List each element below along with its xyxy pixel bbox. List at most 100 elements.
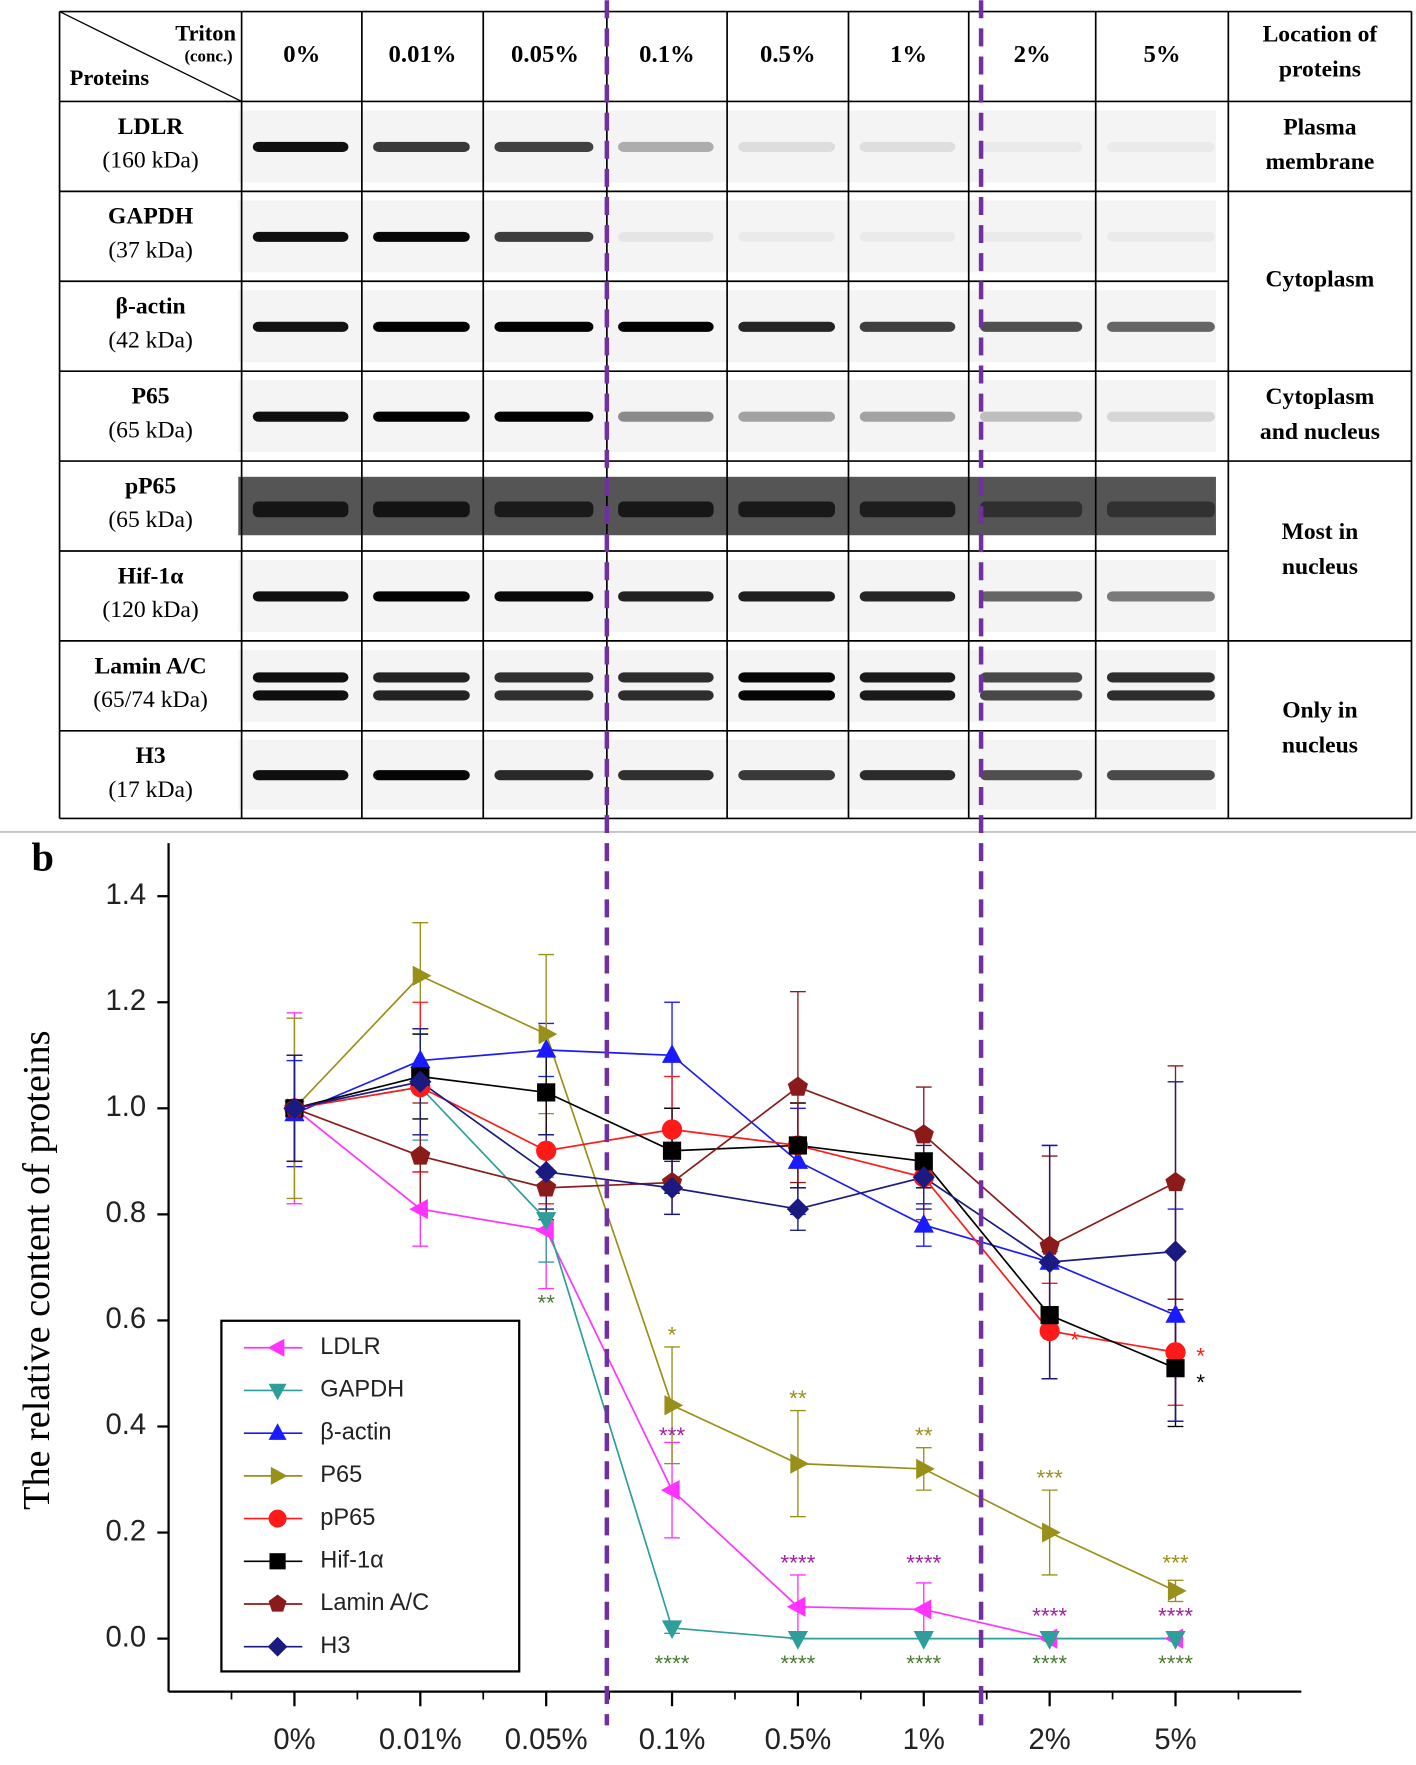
lane-header: 2%	[1014, 41, 1051, 68]
x-tick-label: 1%	[903, 1724, 945, 1756]
blot-band	[859, 591, 956, 602]
blot-band	[1106, 672, 1215, 683]
protein-size: (65 kDa)	[108, 417, 193, 443]
blot-band	[979, 141, 1083, 153]
marker	[1038, 1250, 1061, 1274]
blot-band	[859, 411, 956, 422]
significance-mark: **	[537, 1290, 555, 1315]
blot-band	[738, 501, 835, 518]
marker	[1164, 1240, 1187, 1263]
series-line	[294, 1075, 1176, 1369]
y-tick-label: 0.6	[105, 1303, 146, 1335]
blot-band	[494, 321, 594, 332]
lane-header: 0.1%	[639, 41, 695, 68]
blot-band	[618, 690, 714, 701]
legend-label: GAPDH	[320, 1377, 404, 1403]
protein-size: (17 kDa)	[108, 777, 193, 803]
significance-mark: ****	[1032, 1603, 1067, 1628]
protein-name: pP65	[125, 473, 176, 499]
lane-header: 0%	[283, 41, 320, 68]
blot-band	[738, 141, 835, 153]
blot-band	[979, 770, 1083, 781]
blot-band	[979, 591, 1083, 602]
marker	[1166, 1359, 1185, 1378]
blot-band	[1106, 411, 1215, 422]
significance-mark: ***	[659, 1423, 685, 1448]
blot-band	[618, 141, 714, 153]
marker	[536, 1140, 557, 1161]
x-tick-label: 0.01%	[379, 1724, 462, 1756]
blot-band	[494, 501, 594, 518]
significance-mark: *	[1070, 1328, 1079, 1353]
y-tick-label: 0.0	[105, 1621, 146, 1653]
blot-band	[373, 411, 470, 422]
legend-label: P65	[320, 1462, 362, 1488]
blot-band	[979, 411, 1083, 422]
marker	[660, 1176, 684, 1199]
marker	[786, 1197, 810, 1221]
blot-band	[252, 690, 349, 701]
marker	[912, 1166, 935, 1189]
blot-band	[252, 321, 349, 332]
lane-header: 0.01%	[389, 41, 457, 68]
corner-label: Triton	[175, 20, 236, 45]
significance-mark: **	[789, 1386, 807, 1411]
y-tick-label: 1.2	[105, 985, 146, 1017]
legend-label: LDLR	[320, 1334, 380, 1360]
legend-label: pP65	[320, 1505, 375, 1531]
significance-mark: *	[668, 1322, 677, 1347]
marker	[786, 1596, 806, 1617]
blot-band	[494, 141, 594, 153]
blot-band	[618, 591, 714, 602]
blot-band	[738, 321, 835, 332]
legend-label: β-actin	[320, 1419, 391, 1445]
marker	[913, 1213, 934, 1233]
location-label: nucleus	[1282, 733, 1358, 759]
marker	[412, 965, 432, 986]
marker	[283, 1097, 306, 1120]
marker	[268, 1594, 287, 1612]
series-line	[294, 1049, 1176, 1316]
blot-band	[979, 690, 1083, 701]
blot-band	[859, 231, 956, 242]
significance-mark: ****	[655, 1651, 690, 1676]
significance-mark: ****	[906, 1651, 941, 1676]
marker	[1167, 1580, 1187, 1602]
corner-diagonal	[59, 10, 242, 103]
blot-band	[1106, 591, 1215, 602]
lane-header: 1%	[890, 41, 927, 68]
y-axis-title: The relative content of proteins	[16, 1031, 58, 1510]
marker	[914, 1152, 933, 1171]
location-label: membrane	[1266, 149, 1375, 175]
y-tick-label: 0.4	[105, 1409, 146, 1441]
blot-band	[859, 321, 956, 332]
significance-mark: ****	[780, 1550, 815, 1575]
blot-band	[979, 231, 1083, 242]
x-tick-label: 5%	[1154, 1724, 1196, 1756]
blot-band	[618, 672, 714, 683]
blot-band	[979, 321, 1083, 332]
location-header: proteins	[1279, 57, 1361, 83]
lane-header: 5%	[1143, 41, 1180, 68]
series-line	[293, 974, 1176, 1592]
blot-band	[252, 672, 349, 683]
protein-name: LDLR	[118, 114, 185, 140]
series-line	[294, 1086, 1176, 1248]
blot-band	[1106, 231, 1215, 242]
blot-band	[738, 690, 835, 701]
protein-size: (42 kDa)	[108, 327, 193, 353]
y-tick-label: 1.0	[105, 1091, 146, 1123]
blot-band	[1106, 690, 1215, 701]
significance-mark: ****	[1032, 1651, 1067, 1676]
location-label: Only in	[1282, 698, 1357, 724]
blot-band	[494, 411, 594, 422]
marker	[537, 1083, 556, 1102]
marker	[267, 1636, 288, 1657]
marker	[536, 1177, 557, 1197]
marker	[409, 1198, 428, 1220]
marker	[1165, 1304, 1186, 1323]
protein-size: (37 kDa)	[108, 237, 193, 263]
blot-band	[1106, 501, 1215, 518]
blot-band	[494, 672, 594, 683]
